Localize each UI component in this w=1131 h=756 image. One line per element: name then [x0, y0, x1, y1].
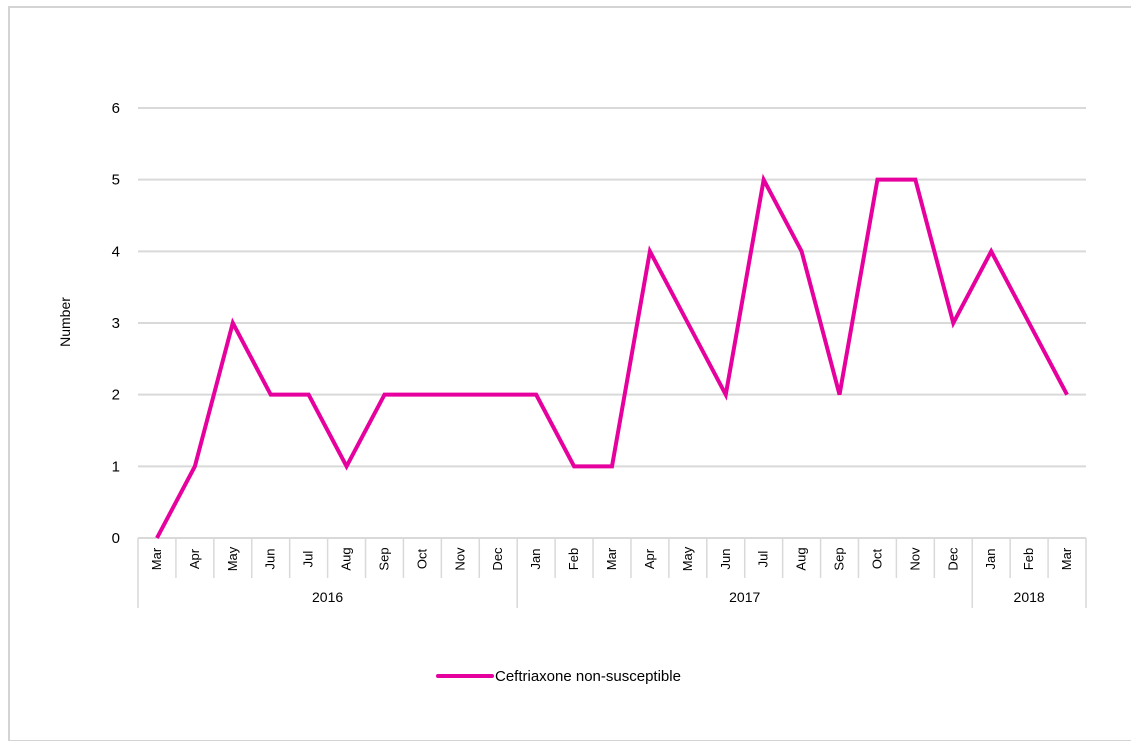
x-tick-label: Jan — [528, 549, 543, 570]
x-axis — [137, 537, 1087, 578]
x-tick-label: May — [225, 546, 240, 571]
x-tick-label: Nov — [907, 547, 922, 571]
x-tick-label: Sep — [832, 547, 847, 570]
legend: Ceftriaxone non-susceptible — [436, 668, 681, 685]
legend-label: Ceftriaxone non-susceptible — [495, 668, 681, 685]
x-tick-label: Jan — [983, 549, 998, 570]
y-tick-label: 3 — [112, 315, 120, 332]
y-axis-title: Number — [57, 297, 73, 347]
x-tick-label: Jul — [301, 551, 316, 568]
year-label: 2016 — [312, 589, 343, 605]
x-tick-label: Nov — [452, 547, 467, 571]
x-tick-label: Apr — [642, 548, 657, 569]
x-tick-label: Aug — [794, 547, 809, 570]
x-tick-label: Apr — [187, 548, 202, 569]
x-tick-label: Dec — [490, 547, 505, 571]
x-tick-label: Jun — [718, 549, 733, 570]
year-label: 2017 — [729, 589, 760, 605]
x-tick-label: Mar — [1059, 547, 1074, 570]
x-axis-year-groups: 2016 2017 2018 — [137, 578, 1087, 608]
y-axis-ticks: 0 1 2 3 4 5 6 — [112, 100, 120, 547]
x-tick-label: Jul — [756, 551, 771, 568]
series-lines — [155, 173, 1069, 539]
y-tick-label: 1 — [112, 458, 120, 475]
x-tick-label: Aug — [339, 547, 354, 570]
chart-frame — [8, 6, 1131, 741]
y-tick-label: 6 — [112, 100, 120, 117]
y-tick-label: 2 — [112, 387, 120, 404]
x-tick-label: Oct — [414, 549, 429, 570]
x-tick-label: Mar — [604, 547, 619, 570]
x-tick-label: Oct — [869, 549, 884, 570]
y-tick-label: 5 — [112, 172, 120, 189]
x-tick-label: Jun — [263, 549, 278, 570]
x-tick-label: Feb — [1021, 548, 1036, 570]
y-tick-label: 0 — [112, 530, 120, 547]
series-line — [155, 173, 1069, 539]
y-tick-label: 4 — [112, 243, 120, 260]
x-tick-label: Sep — [376, 547, 391, 570]
x-tick-label: May — [680, 546, 695, 571]
x-axis-ticks: Mar Apr May Jun Jul Aug Sep Oct Nov Dec Jan Feb Mar A… — [149, 546, 1074, 571]
x-tick-label: Mar — [149, 547, 164, 570]
x-tick-label: Feb — [566, 548, 581, 570]
year-label: 2018 — [1014, 589, 1045, 605]
x-tick-label: Dec — [945, 547, 960, 571]
